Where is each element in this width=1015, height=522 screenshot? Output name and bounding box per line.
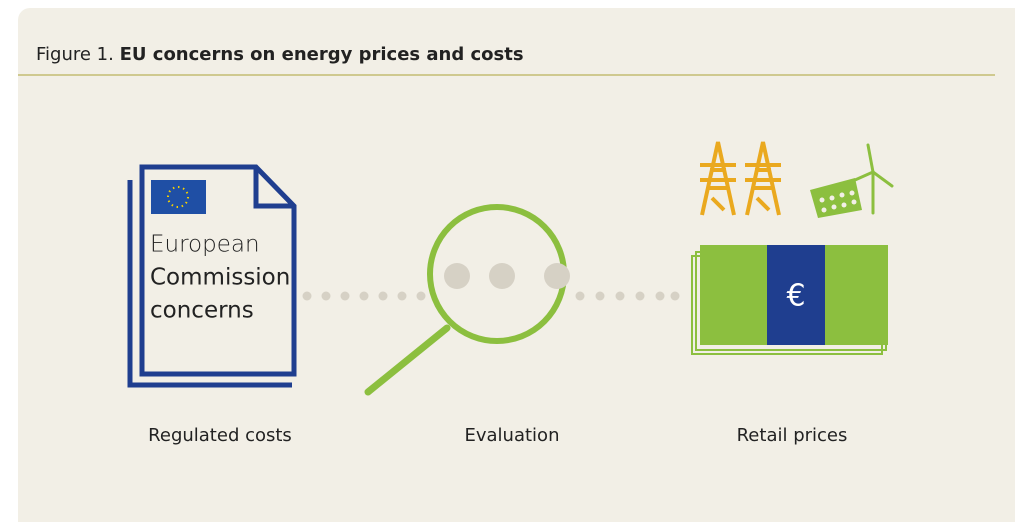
doc-line: European <box>150 232 260 258</box>
eu-stars <box>167 186 189 208</box>
card <box>18 8 1015 522</box>
document-icon <box>127 164 297 388</box>
pylon-icons <box>700 141 781 216</box>
label: Evaluation <box>465 425 560 446</box>
dots-left <box>302 291 426 301</box>
magnifier-icon <box>364 204 570 396</box>
doc-line: Commission <box>150 265 290 291</box>
dots-right <box>575 291 680 301</box>
figure-title: Figure 1. EU concerns on energy prices a… <box>36 44 524 65</box>
banknote-stack <box>691 245 888 355</box>
label: Regulated costs <box>148 425 292 446</box>
euro-symbol: € <box>786 279 805 314</box>
eu-flag <box>151 180 206 214</box>
renewables-icon <box>810 143 894 218</box>
doc-line: concerns <box>150 298 254 324</box>
title-text: EU concerns on energy prices and costs <box>120 44 524 65</box>
label: Retail prices <box>737 425 848 446</box>
figure-number: Figure 1. <box>36 44 114 65</box>
